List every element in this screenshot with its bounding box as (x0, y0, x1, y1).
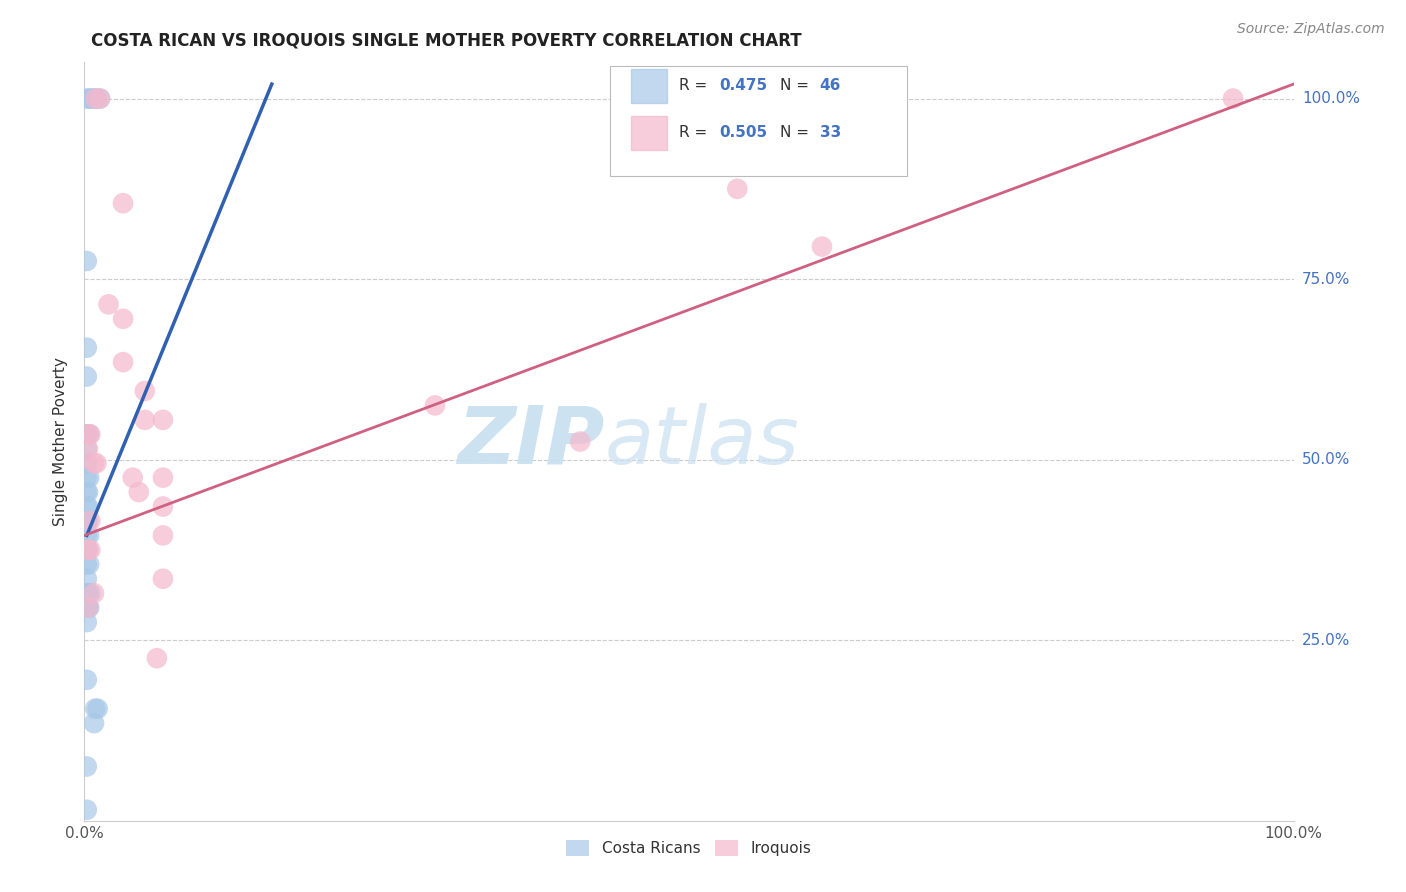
Point (1222, 91, 1244, 105)
Point (77, 528, 100, 542)
Point (76, 456, 98, 470)
Y-axis label: Single Mother Poverty: Single Mother Poverty (53, 357, 69, 526)
Point (77, 91, 100, 105)
Point (89, 91, 111, 105)
Point (76, 558, 98, 572)
Text: N =: N = (780, 78, 814, 94)
Point (80, 91, 103, 105)
Point (84, 702, 107, 716)
Point (76, 528, 98, 542)
Text: 46: 46 (820, 78, 841, 94)
FancyBboxPatch shape (610, 66, 907, 177)
Point (76, 542, 98, 557)
Point (76, 470, 98, 484)
Point (112, 311, 135, 326)
Point (152, 470, 174, 484)
Text: 0.505: 0.505 (720, 125, 768, 140)
Point (152, 413, 174, 427)
Text: Source: ZipAtlas.com: Source: ZipAtlas.com (1237, 22, 1385, 37)
Point (811, 239, 834, 253)
Text: 50.0%: 50.0% (1302, 452, 1350, 467)
Text: ZIP: ZIP (457, 402, 605, 481)
Point (112, 196, 135, 211)
Point (79, 514, 101, 528)
Point (76, 586, 98, 600)
Point (79, 586, 101, 600)
Point (77, 427, 100, 442)
Point (152, 528, 174, 542)
Point (79, 542, 101, 557)
Point (146, 651, 169, 665)
Text: 33: 33 (820, 125, 841, 140)
Point (76, 803, 98, 817)
Point (77, 500, 100, 514)
Point (76, 615, 98, 629)
Point (77, 514, 100, 528)
Text: R =: R = (679, 78, 713, 94)
Point (76, 673, 98, 687)
Point (76, 500, 98, 514)
Point (76, 427, 98, 442)
Point (128, 485, 150, 500)
Point (77, 427, 100, 442)
Point (76, 442, 98, 456)
Point (86, 702, 108, 716)
Point (76, 254, 98, 268)
Point (77, 600, 100, 615)
Point (121, 470, 143, 484)
Point (83, 456, 105, 470)
Point (84, 91, 107, 105)
Point (77, 442, 100, 456)
Point (77, 600, 100, 615)
Point (76, 572, 98, 586)
Text: 75.0%: 75.0% (1302, 271, 1350, 286)
Point (77, 470, 100, 484)
Point (76, 759, 98, 773)
Point (76, 485, 98, 500)
Point (423, 399, 446, 413)
Text: COSTA RICAN VS IROQUOIS SINGLE MOTHER POVERTY CORRELATION CHART: COSTA RICAN VS IROQUOIS SINGLE MOTHER PO… (91, 31, 801, 49)
Point (112, 355, 135, 369)
Legend: Costa Ricans, Iroquois: Costa Ricans, Iroquois (561, 834, 817, 863)
Point (77, 542, 100, 557)
Point (569, 434, 592, 449)
Point (76, 514, 98, 528)
Text: 0.475: 0.475 (720, 78, 768, 94)
Point (134, 413, 156, 427)
Point (83, 586, 105, 600)
Point (79, 427, 101, 442)
FancyBboxPatch shape (631, 69, 668, 103)
Point (77, 558, 100, 572)
Text: 100.0%: 100.0% (1302, 91, 1360, 106)
Point (89, 91, 111, 105)
Point (152, 572, 174, 586)
Point (77, 586, 100, 600)
Text: N =: N = (780, 125, 814, 140)
Point (152, 500, 174, 514)
Point (86, 456, 108, 470)
Point (76, 600, 98, 615)
Point (77, 542, 100, 557)
Point (76, 341, 98, 355)
Point (86, 91, 108, 105)
Point (77, 600, 100, 615)
Text: 25.0%: 25.0% (1302, 632, 1350, 648)
Point (83, 716, 105, 731)
Point (76, 369, 98, 384)
Point (134, 384, 156, 398)
Point (77, 485, 100, 500)
Point (97, 297, 120, 311)
Point (725, 182, 748, 196)
Point (83, 91, 105, 105)
Text: R =: R = (679, 125, 713, 140)
Text: atlas: atlas (605, 402, 799, 481)
Point (76, 91, 98, 105)
FancyBboxPatch shape (631, 116, 668, 150)
